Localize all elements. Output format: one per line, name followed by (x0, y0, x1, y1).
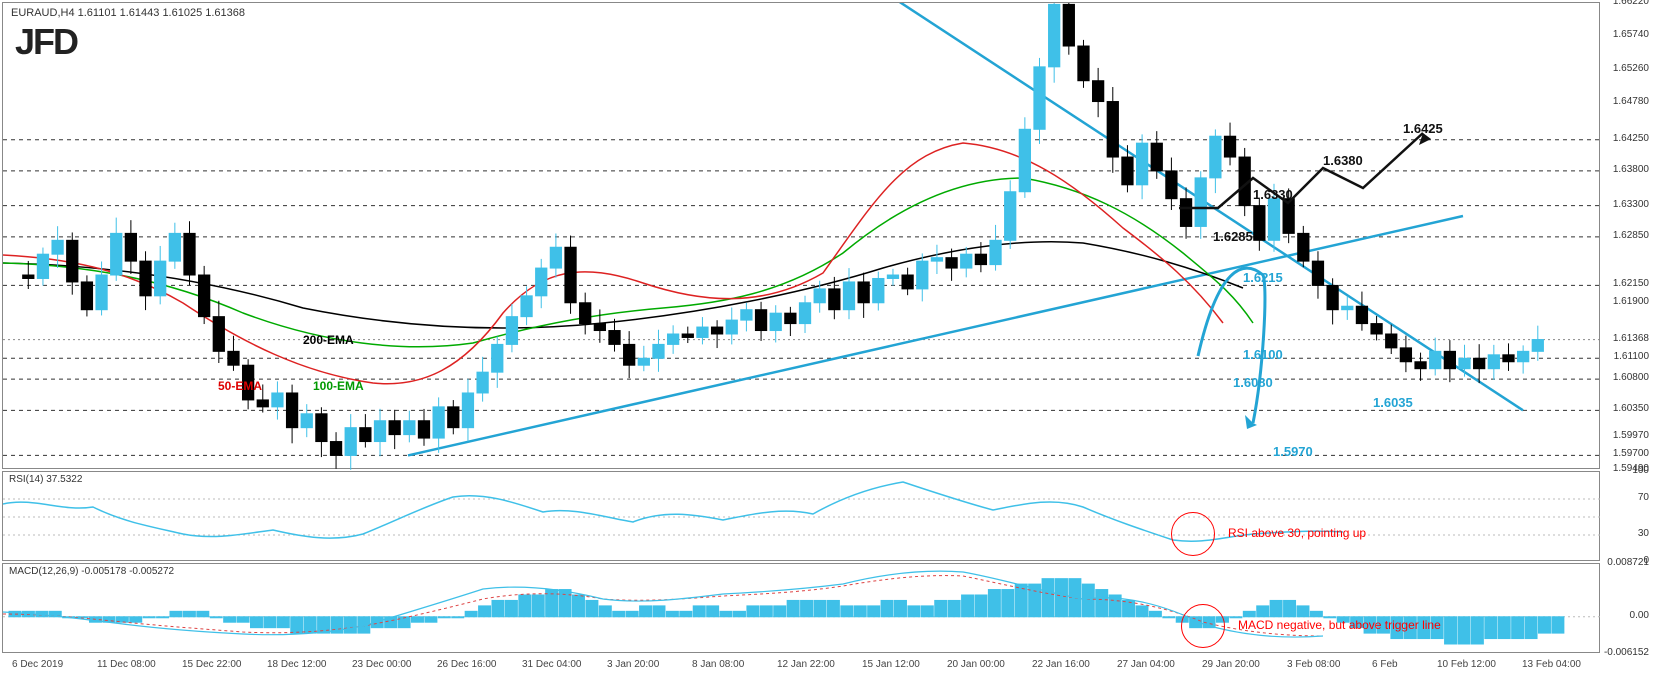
rsi-y-axis: 03070100 (1601, 471, 1653, 561)
macd-svg (3, 564, 1601, 654)
macd-text-annotation: MACD negative, but above trigger line (1238, 618, 1441, 632)
symbol-title: EURAUD,H4 1.61101 1.61443 1.61025 1.6136… (11, 7, 245, 19)
rsi-circle-annotation (1171, 512, 1215, 556)
rsi-chart: RSI(14) 37.5322 RSI above 30, pointing u… (2, 471, 1600, 561)
main-y-axis: 1.662201.657401.652601.647801.642501.638… (1601, 2, 1653, 469)
macd-circle-annotation (1181, 604, 1225, 648)
rsi-svg (3, 472, 1601, 562)
x-axis: 6 Dec 201911 Dec 08:0015 Dec 22:0018 Dec… (2, 655, 1652, 683)
main-chart-svg (3, 3, 1601, 470)
macd-y-axis: 0.0087210.00-0.006152 (1601, 563, 1653, 653)
macd-chart: MACD(12,26,9) -0.005178 -0.005272 MACD n… (2, 563, 1600, 653)
rsi-title: RSI(14) 37.5322 (9, 474, 82, 485)
jfd-logo: JFD (15, 21, 77, 63)
main-price-chart: EURAUD,H4 1.61101 1.61443 1.61025 1.6136… (2, 2, 1600, 469)
rsi-text-annotation: RSI above 30, pointing up (1228, 526, 1366, 540)
macd-title: MACD(12,26,9) -0.005178 -0.005272 (9, 566, 174, 577)
